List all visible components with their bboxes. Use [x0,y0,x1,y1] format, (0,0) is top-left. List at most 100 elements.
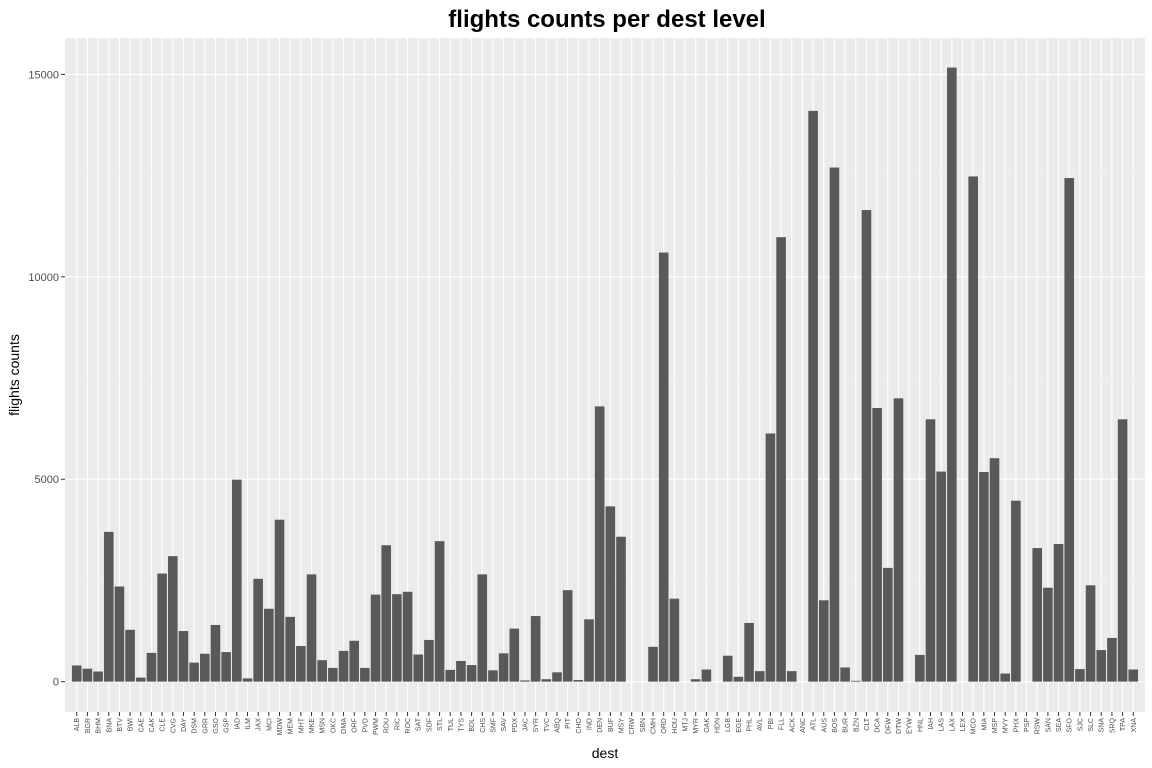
bar-pwm [370,594,381,682]
x-tick-label: ORD [661,718,668,734]
x-tick-label: CLT [864,717,871,730]
x-tick-label: BZN [853,718,860,732]
x-tick-label: RIC [394,718,401,730]
bar-fll [776,237,786,682]
y-tick-label: 5000 [35,474,59,486]
x-tick-label: AVL [757,718,764,731]
bar-cak [146,652,157,682]
x-tick-label: FLL [779,718,786,730]
bar-roc [402,591,413,682]
y-axis-title: flights counts [6,334,22,416]
x-tick-label: MKE [309,718,316,734]
x-tick-label: MVY [1003,718,1010,734]
bar-hnl [915,654,925,682]
x-tick-label: PBI [768,718,775,729]
bar-sna [1096,650,1107,682]
x-tick-label: IAH [928,718,935,730]
bar-rsw [1032,548,1043,682]
x-axis: ALB BGR BHM BNA BTV BWI CAE CAK CLE CVG DAY DSM GRR G… [74,712,1138,736]
bar-ord [658,252,669,682]
x-tick-label: PDX [512,718,519,733]
x-tick-label: RDU [384,718,391,733]
bar-bdl [466,665,477,682]
x-tick-label: IND [586,718,593,730]
bar-srq [1107,637,1117,682]
x-axis-title: dest [592,745,619,761]
bar-lax [947,67,957,682]
bar-oak [701,669,712,682]
bar-mco [968,176,978,682]
bar-mdw [274,519,285,682]
x-tick-label: GSP [224,718,231,733]
bar-mem [285,616,295,682]
bar-smf [488,670,498,682]
bar-pbi [765,433,776,682]
bar-myr [690,679,701,682]
bar-pvd [360,667,370,682]
bar-aus [818,600,829,682]
x-tick-label: SDF [426,718,433,732]
bar-pit [562,590,573,682]
x-tick-label: MDW [277,718,284,736]
bar-ric [392,594,402,682]
bar-tpa [1117,419,1128,682]
x-tick-label: ALB [74,718,81,732]
x-tick-label: CAK [149,718,156,733]
bar-iad [232,479,242,682]
bar-chs [477,574,488,682]
x-tick-label: SFO [1067,717,1074,732]
bar-lgb [722,655,733,682]
x-tick-label: CLE [160,718,167,732]
x-tick-label: DEN [597,718,604,733]
bar-ack [786,671,797,682]
x-tick-label: SAV [501,718,508,732]
bar-clt [861,210,872,682]
chart-title: flights counts per dest level [448,6,765,33]
bar-grr [200,653,210,682]
bar-dfw [883,567,893,682]
x-tick-label: CMH [651,718,658,734]
x-tick-label: MSN [320,718,327,734]
bar-bzn [850,680,861,682]
x-tick-label: BUR [843,718,850,733]
bar-ilm [242,678,253,682]
x-tick-label: OKC [330,718,337,733]
bar-tys [456,660,466,682]
bar-bwi [125,629,135,682]
bar-gso [210,624,221,682]
x-tick-label: TPA [1120,718,1127,731]
x-tick-label: BUF [608,718,615,732]
x-tick-label: DAY [181,718,188,732]
x-tick-label: MCI [266,718,273,731]
x-tick-label: OMA [341,718,348,734]
bar-cmh [648,646,658,682]
x-tick-label: PWM [373,718,380,735]
bar-cle [157,573,167,682]
bar-tvc [541,679,552,682]
x-tick-label: CVG [170,718,177,733]
x-tick-label: RSW [1035,718,1042,735]
x-tick-label: PSP [1024,718,1031,732]
x-tick-label: SJC [1077,718,1084,731]
x-tick-label: BDL [469,718,476,732]
bar-xna [1128,669,1139,682]
bar-phl [744,622,754,682]
y-tick-label: 0 [53,677,59,689]
bar-cae [135,677,146,682]
x-tick-label: XNA [1131,718,1138,733]
bar-alb [71,665,82,682]
x-tick-label: TYS [458,718,465,732]
y-tick-label: 10000 [28,272,59,284]
bar-mvy [1000,673,1010,682]
bar-gsp [221,652,231,682]
x-tick-label: MYR [693,718,700,734]
x-tick-label: ATL [811,718,818,730]
bar-sjc [1075,669,1085,682]
x-tick-label: PIT [565,717,572,729]
x-tick-label: ORF [352,718,359,733]
bar-sat [413,654,424,682]
x-tick-label: SAT [416,717,423,731]
x-tick-label: CHO [576,717,583,733]
x-tick-label: LGB [725,718,732,732]
x-tick-label: ANC [800,718,807,733]
